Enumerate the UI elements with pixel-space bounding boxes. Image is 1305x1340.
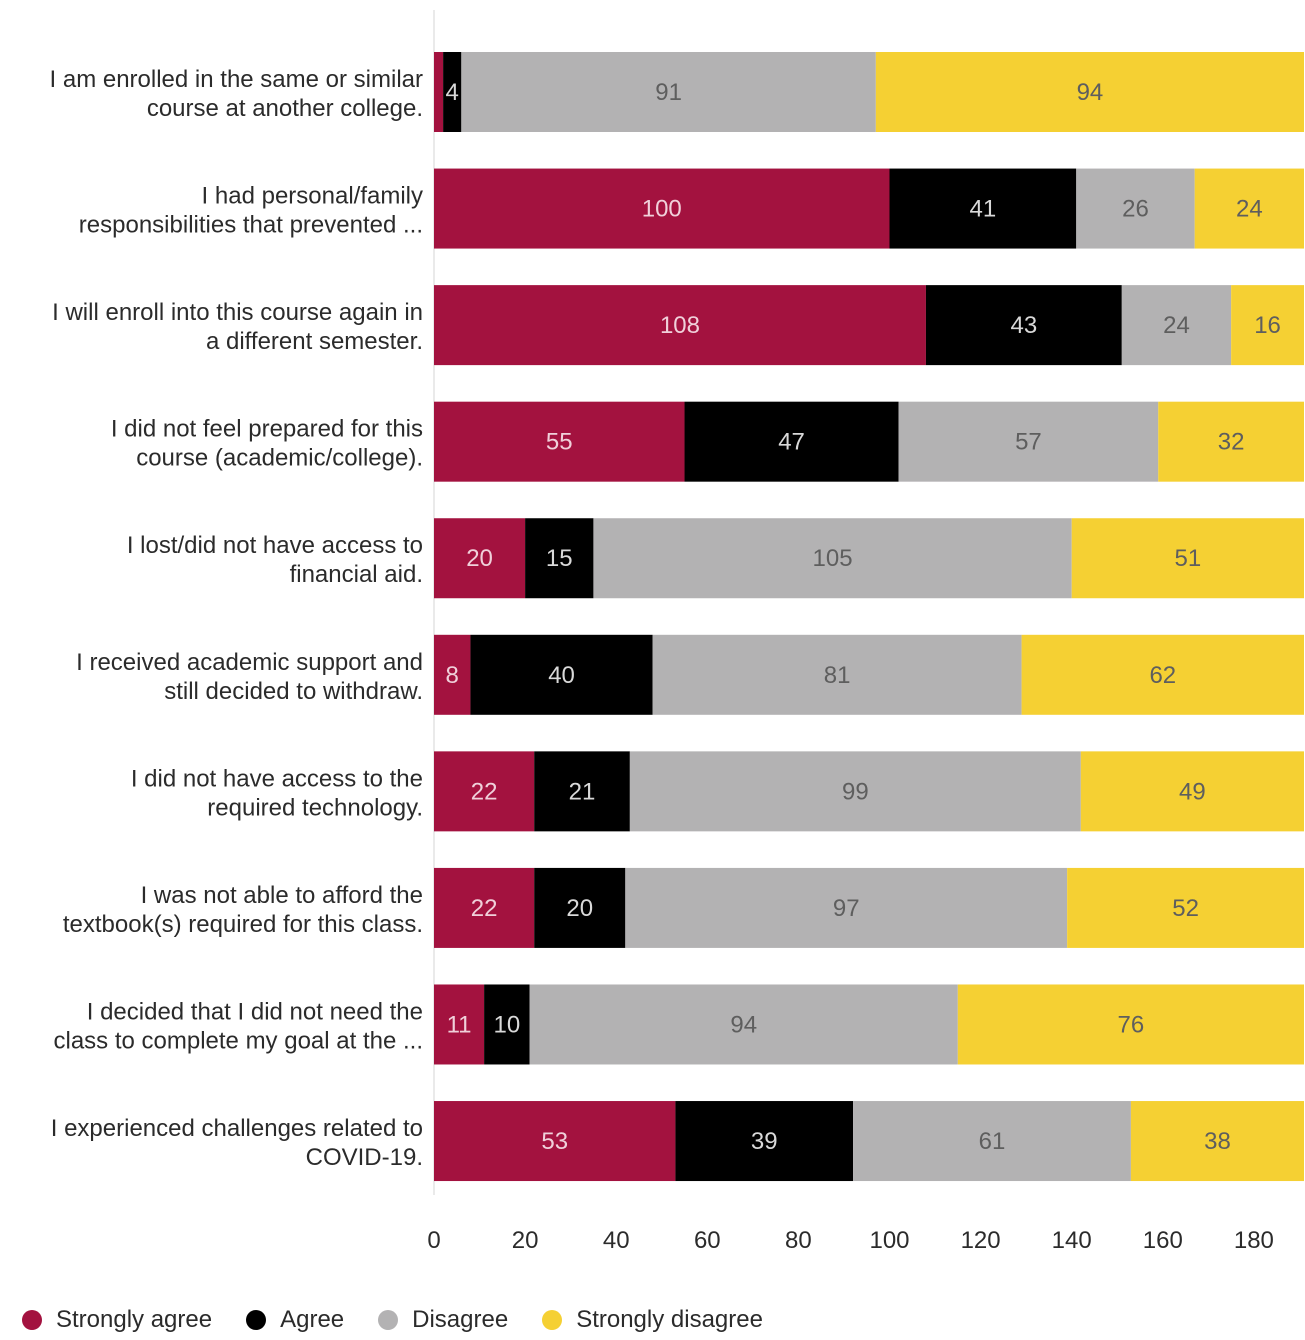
category-label: I did not feel prepared for this course (… <box>111 416 423 472</box>
data-label: 10 <box>494 1011 521 1038</box>
category-label-line: I decided that I did not need the <box>87 998 423 1025</box>
x-tick-label: 140 <box>1052 1227 1092 1254</box>
data-label: 81 <box>824 662 851 689</box>
category-label-line: responsibilities that prevented ... <box>79 212 423 239</box>
legend-swatch <box>542 1310 562 1330</box>
chart-legend: Strongly agree Agree Disagree Strongly disa… <box>22 1303 763 1337</box>
data-label: 55 <box>546 429 573 456</box>
category-label-line: textbook(s) required for this class. <box>63 911 423 938</box>
category-label-line: class to complete my goal at the ... <box>53 1027 423 1054</box>
category-label-line: I did not have access to the <box>131 765 423 792</box>
data-label: 94 <box>1077 79 1104 106</box>
data-label: 47 <box>778 429 805 456</box>
legend-item: Disagree <box>378 1306 508 1334</box>
x-tick-label: 120 <box>961 1227 1001 1254</box>
category-label-line: I am enrolled in the same or similar <box>50 66 423 93</box>
category-label-line: COVID-19. <box>306 1144 423 1171</box>
data-label: 38 <box>1204 1128 1231 1155</box>
bar-segment-strongly-agree <box>434 52 443 132</box>
category-label-line: I experienced challenges related to <box>51 1115 423 1142</box>
data-label: 62 <box>1149 662 1176 689</box>
legend-label: Agree <box>280 1306 344 1334</box>
category-label-line: I received academic support and <box>76 649 423 676</box>
data-label: 15 <box>546 545 573 572</box>
data-label: 61 <box>979 1128 1006 1155</box>
data-label: 41 <box>970 196 997 223</box>
data-label: 94 <box>730 1011 757 1038</box>
x-tick-label: 80 <box>785 1227 812 1254</box>
category-label-line: I lost/did not have access to <box>127 532 423 559</box>
data-label: 91 <box>655 79 682 106</box>
category-label: I am enrolled in the same or similar cour… <box>50 66 423 122</box>
x-tick-label: 40 <box>603 1227 630 1254</box>
data-label: 100 <box>642 196 682 223</box>
category-label: I lost/did not have access to financial a… <box>127 532 423 588</box>
category-label: I experienced challenges related to COVID… <box>51 1115 423 1171</box>
data-label: 43 <box>1011 312 1038 339</box>
category-label: I decided that I did not need the class t… <box>53 998 423 1054</box>
data-label: 22 <box>471 778 498 805</box>
data-label: 24 <box>1163 312 1190 339</box>
data-label: 20 <box>566 895 593 922</box>
data-label: 32 <box>1218 429 1245 456</box>
data-label: 8 <box>446 662 459 689</box>
legend-item: Strongly disagree <box>542 1306 763 1334</box>
category-label-line: I was not able to afford the <box>141 882 423 909</box>
data-label: 57 <box>1015 429 1042 456</box>
data-label: 22 <box>471 895 498 922</box>
data-label: 4 <box>446 79 459 106</box>
data-label: 105 <box>813 545 853 572</box>
data-label: 39 <box>751 1128 778 1155</box>
x-tick-label: 180 <box>1234 1227 1274 1254</box>
category-label-line: I will enroll into this course again in <box>52 299 423 326</box>
category-label-line: course (academic/college). <box>136 445 423 472</box>
legend-item: Agree <box>246 1306 344 1334</box>
data-label: 49 <box>1179 778 1206 805</box>
category-label-line: I had personal/family <box>202 183 423 210</box>
data-label: 76 <box>1118 1011 1145 1038</box>
data-label: 20 <box>466 545 493 572</box>
category-label: I did not have access to the required tec… <box>131 765 423 821</box>
legend-swatch <box>22 1310 42 1330</box>
category-label-line: course at another college. <box>147 95 423 122</box>
x-tick-label: 100 <box>869 1227 909 1254</box>
data-label: 21 <box>569 778 596 805</box>
category-labels: I am enrolled in the same or similar cour… <box>50 66 423 1171</box>
category-label: I will enroll into this course again in a… <box>52 299 423 355</box>
x-tick-label: 160 <box>1143 1227 1183 1254</box>
data-label: 99 <box>842 778 869 805</box>
data-label: 24 <box>1236 196 1263 223</box>
legend-label: Strongly disagree <box>576 1306 763 1334</box>
data-label: 16 <box>1254 312 1281 339</box>
x-tick-label: 20 <box>512 1227 539 1254</box>
category-label-line: required technology. <box>207 794 423 821</box>
legend-item: Strongly agree <box>22 1306 212 1334</box>
category-label: I was not able to afford the textbook(s) … <box>63 882 423 938</box>
data-label: 40 <box>548 662 575 689</box>
category-label-line: I did not feel prepared for this <box>111 416 423 443</box>
category-label: I had personal/family responsibilities th… <box>79 183 423 239</box>
legend-label: Disagree <box>412 1306 508 1334</box>
data-label: 108 <box>660 312 700 339</box>
category-label-line: financial aid. <box>290 561 423 588</box>
x-tick-label: 0 <box>427 1227 440 1254</box>
x-tick-label: 60 <box>694 1227 721 1254</box>
category-label-line: still decided to withdraw. <box>164 678 423 705</box>
data-label: 52 <box>1172 895 1199 922</box>
x-axis-ticks: 0 20 40 60 80 100 120 140 160 180 <box>427 1227 1274 1254</box>
category-label-line: a different semester. <box>206 328 423 355</box>
category-label: I received academic support and still dec… <box>76 649 423 705</box>
data-label: 97 <box>833 895 860 922</box>
data-label: 51 <box>1174 545 1201 572</box>
data-label: 26 <box>1122 196 1149 223</box>
legend-label: Strongly agree <box>56 1306 212 1334</box>
legend-swatch <box>378 1310 398 1330</box>
data-label: 53 <box>541 1128 568 1155</box>
legend-swatch <box>246 1310 266 1330</box>
data-label: 11 <box>447 1011 472 1038</box>
